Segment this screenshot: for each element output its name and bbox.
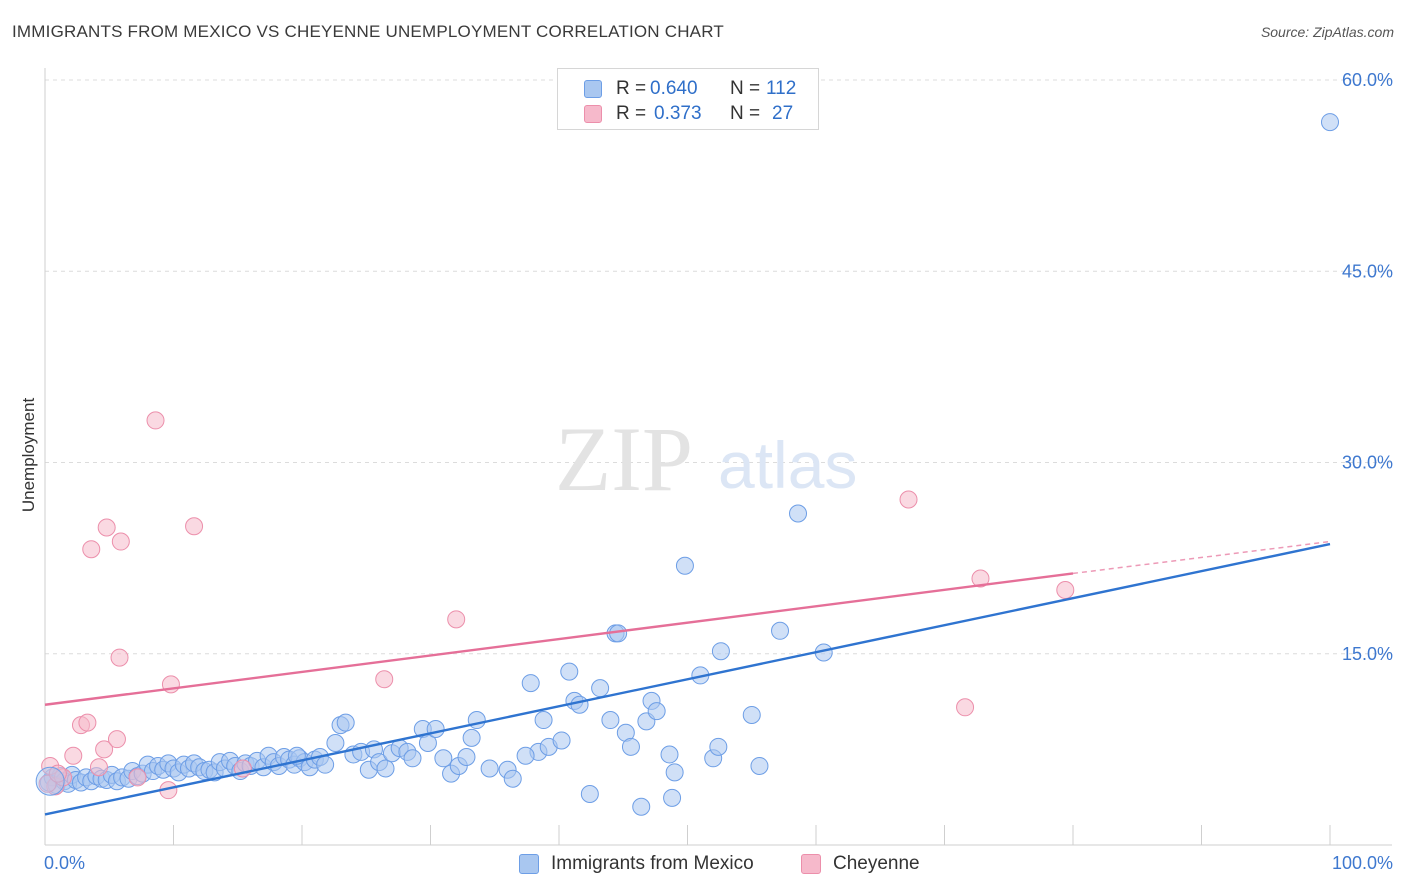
- mexico-point: [601, 711, 620, 730]
- cheyenne-point: [110, 648, 129, 667]
- cheyenne-point: [971, 569, 990, 588]
- cheyenne-point: [89, 758, 108, 777]
- cheyenne-point: [95, 740, 114, 759]
- cheyenne-trend-extension: [1072, 540, 1331, 575]
- data-points: [35, 113, 1339, 816]
- cheyenne-point: [82, 540, 101, 559]
- mexico-point: [336, 713, 355, 732]
- cheyenne-point: [78, 713, 97, 732]
- cheyenne-point: [64, 746, 83, 765]
- watermark-zip: ZIP: [555, 408, 693, 510]
- r-value: 0.373: [654, 103, 702, 124]
- series-legend: Immigrants from Mexico Cheyenne: [0, 852, 1406, 878]
- n-value: 112: [766, 78, 797, 99]
- legend-swatch-mexico: [584, 80, 602, 98]
- mexico-point: [709, 737, 728, 756]
- mexico-point: [771, 621, 790, 640]
- n-label: N =: [730, 103, 761, 124]
- cheyenne-point: [1056, 581, 1075, 599]
- trend-lines: [44, 540, 1331, 816]
- y-tick-label: 15.0%: [1342, 644, 1393, 664]
- cheyenne-point: [48, 764, 67, 783]
- n-value: 27: [772, 103, 794, 124]
- legend-swatch-cheyenne: [584, 105, 602, 123]
- r-value: 0.640: [650, 78, 698, 99]
- watermark: ZIP atlas: [555, 408, 857, 510]
- mexico-point: [647, 702, 666, 721]
- y-tick-label: 45.0%: [1342, 261, 1393, 281]
- mexico-point: [552, 731, 571, 750]
- cheyenne-point: [899, 490, 918, 509]
- mexico-point: [621, 737, 640, 756]
- mexico-point: [316, 755, 335, 774]
- cheyenne-point: [185, 517, 204, 536]
- cheyenne-point: [956, 698, 975, 717]
- source-label: Source: ZipAtlas.com: [1260, 24, 1394, 40]
- mexico-point: [675, 556, 694, 575]
- legend-swatch-cheyenne: [801, 854, 821, 874]
- cheyenne-point: [107, 730, 126, 749]
- mexico-point: [376, 759, 395, 778]
- mexico-point: [789, 504, 808, 523]
- y-tick-label: 30.0%: [1342, 453, 1393, 473]
- mexico-point: [570, 695, 589, 714]
- mexico-point: [534, 711, 553, 730]
- cheyenne-point: [447, 610, 466, 629]
- cheyenne-point: [375, 670, 394, 689]
- mexico-point: [663, 788, 682, 807]
- correlation-legend: R = 0.640 N = 112 R = 0.373 N = 27: [557, 68, 819, 130]
- mexico-point: [457, 748, 476, 767]
- mexico-point: [711, 642, 730, 661]
- y-tick-label: 60.0%: [1342, 70, 1393, 90]
- legend-label-cheyenne: Cheyenne: [833, 853, 920, 874]
- chart-title: IMMIGRANTS FROM MEXICO VS CHEYENNE UNEMP…: [12, 22, 724, 41]
- x-tick-label: 0.0%: [44, 853, 85, 873]
- mexico-point: [516, 746, 535, 765]
- mexico-point: [426, 719, 445, 738]
- axes: [44, 68, 1392, 846]
- x-tick-labels: 0.0% 100.0%: [44, 853, 1393, 873]
- mexico-point: [750, 756, 769, 775]
- x-tick-label: 100.0%: [1332, 853, 1393, 873]
- mexico-point: [521, 674, 540, 693]
- mexico-point: [462, 728, 481, 747]
- mexico-point: [326, 734, 345, 752]
- cheyenne-point: [146, 411, 165, 430]
- r-label: R =: [616, 78, 647, 99]
- mexico-point: [560, 662, 579, 681]
- mexico-trend-line: [44, 542, 1331, 816]
- cheyenne-point: [97, 518, 116, 537]
- r-label: R =: [616, 103, 647, 124]
- legend-label-mexico: Immigrants from Mexico: [551, 853, 754, 874]
- mexico-point: [403, 749, 422, 768]
- legend-swatch-mexico: [519, 854, 539, 874]
- mexico-point: [665, 763, 684, 782]
- mexico-point: [35, 766, 65, 796]
- n-label: N =: [730, 78, 761, 99]
- cheyenne-point: [111, 532, 130, 551]
- mexico-point: [580, 785, 599, 803]
- cheyenne-trend-line: [44, 572, 1074, 706]
- mexico-point: [742, 705, 761, 724]
- mexico-point: [1321, 113, 1339, 132]
- y-tick-labels: 15.0% 30.0% 45.0% 60.0%: [1342, 70, 1393, 664]
- mexico-point: [632, 797, 651, 816]
- y-axis-label: Unemployment: [19, 398, 38, 513]
- watermark-atlas: atlas: [718, 428, 857, 502]
- mexico-point: [660, 745, 679, 764]
- mexico-point: [480, 759, 499, 778]
- mexico-point: [434, 749, 453, 768]
- grid-lines: [45, 79, 1392, 655]
- mexico-point: [591, 679, 610, 698]
- cheyenne-point: [128, 768, 147, 787]
- mexico-point: [503, 769, 522, 788]
